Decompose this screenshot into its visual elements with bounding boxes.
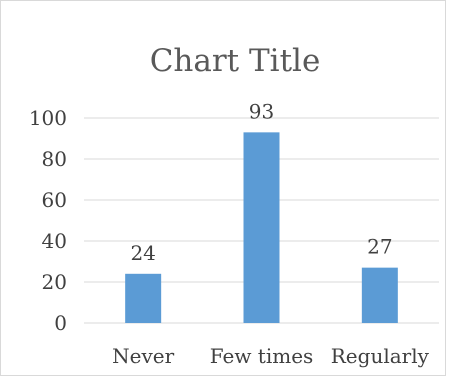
y-tick-label: 60 [42, 188, 67, 212]
chart-frame: Chart Title 0 20 40 60 80 100 24 93 27 Never Few… [0, 0, 446, 376]
bar-never [125, 273, 162, 323]
y-tick-label: 40 [42, 229, 67, 253]
chart-title: Chart Title [150, 43, 321, 79]
bar-chart: Chart Title 0 20 40 60 80 100 24 93 27 Never Few… [29, 43, 439, 368]
data-label: 27 [367, 235, 392, 259]
x-tick-label: Regularly [331, 344, 430, 368]
y-tick-label: 80 [42, 147, 67, 171]
bar-few-times [243, 132, 280, 323]
bars [125, 132, 398, 323]
data-label: 93 [249, 99, 274, 123]
bar-regularly [361, 267, 398, 323]
y-tick-label: 100 [29, 106, 67, 130]
y-axis-tick-labels: 0 20 40 60 80 100 [29, 106, 67, 335]
x-tick-label: Never [112, 344, 174, 368]
data-labels: 24 93 27 [130, 99, 392, 264]
data-label: 24 [130, 241, 155, 265]
y-tick-label: 0 [54, 311, 67, 335]
x-tick-label: Few times [210, 344, 314, 368]
x-axis-tick-labels: Never Few times Regularly [112, 344, 429, 368]
y-tick-label: 20 [42, 270, 67, 294]
